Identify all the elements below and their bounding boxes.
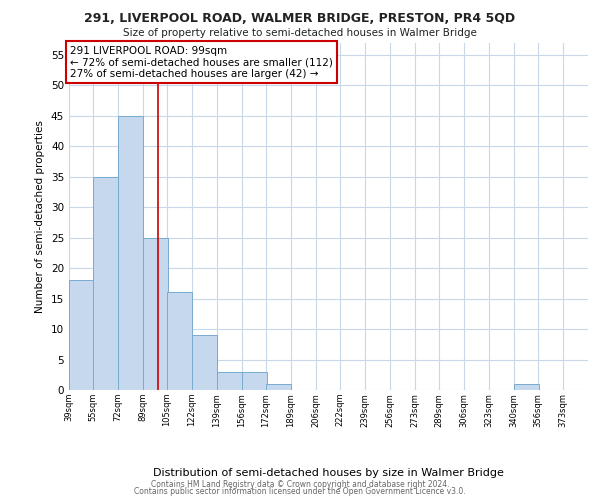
Bar <box>192 335 217 390</box>
Bar <box>143 238 168 390</box>
Text: 291, LIVERPOOL ROAD, WALMER BRIDGE, PRESTON, PR4 5QD: 291, LIVERPOOL ROAD, WALMER BRIDGE, PRES… <box>85 12 515 26</box>
Text: Size of property relative to semi-detached houses in Walmer Bridge: Size of property relative to semi-detach… <box>123 28 477 38</box>
Bar <box>92 176 118 390</box>
Text: Contains HM Land Registry data © Crown copyright and database right 2024.: Contains HM Land Registry data © Crown c… <box>151 480 449 489</box>
Bar <box>242 372 267 390</box>
Bar <box>167 292 192 390</box>
Text: Contains public sector information licensed under the Open Government Licence v3: Contains public sector information licen… <box>134 487 466 496</box>
Text: 291 LIVERPOOL ROAD: 99sqm
← 72% of semi-detached houses are smaller (112)
27% of: 291 LIVERPOOL ROAD: 99sqm ← 72% of semi-… <box>70 46 332 78</box>
Bar <box>118 116 143 390</box>
Bar <box>217 372 242 390</box>
Bar <box>266 384 291 390</box>
Bar <box>69 280 94 390</box>
X-axis label: Distribution of semi-detached houses by size in Walmer Bridge: Distribution of semi-detached houses by … <box>153 468 504 478</box>
Bar <box>514 384 539 390</box>
Y-axis label: Number of semi-detached properties: Number of semi-detached properties <box>35 120 46 312</box>
